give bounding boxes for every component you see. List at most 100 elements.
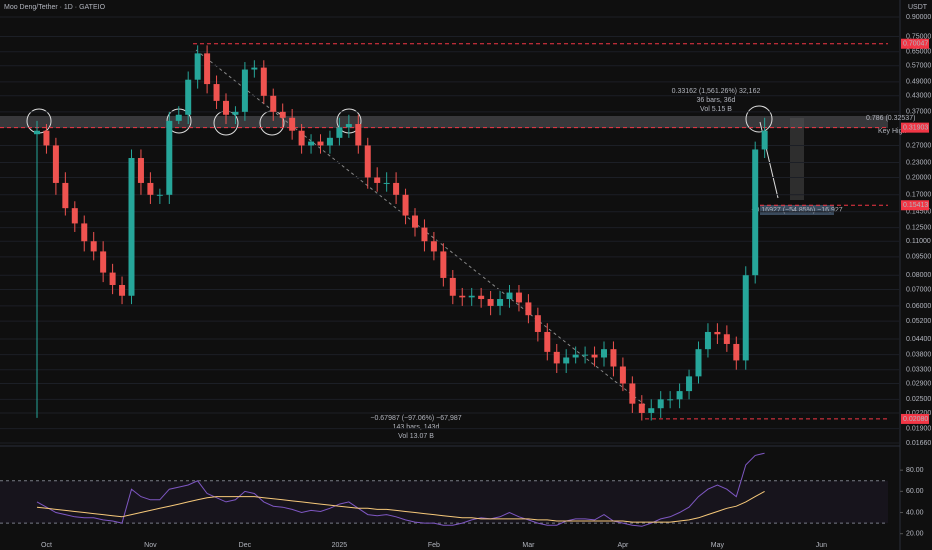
candle-body — [544, 331, 551, 352]
candle-body — [478, 295, 485, 300]
candle-body — [676, 391, 683, 400]
candle-body — [128, 158, 135, 296]
x-tick-label: Jun — [816, 542, 827, 549]
y-tick-label: 0.49000 — [906, 79, 931, 86]
rsi-line — [36, 452, 765, 527]
candle-body — [402, 194, 409, 216]
y-tick-label: 0.75000 — [906, 33, 931, 40]
candle-body — [81, 223, 88, 242]
currency: USDT — [908, 4, 928, 11]
candle-body — [279, 111, 286, 118]
y-tick-label: 0.01660 — [906, 440, 931, 447]
candle-body — [52, 145, 59, 183]
candle-body — [591, 354, 598, 358]
candle-body — [213, 84, 220, 101]
candle-body — [326, 137, 333, 146]
candle-body — [525, 302, 532, 316]
candle-body — [137, 158, 144, 183]
y-tick-label: 0.09500 — [906, 254, 931, 261]
candle-body — [761, 130, 768, 150]
candle-body — [714, 331, 721, 335]
y-tick-label: 0.03300 — [906, 367, 931, 374]
level-label: 0.02080 — [903, 416, 928, 423]
candle-body — [185, 79, 192, 115]
candle-body — [497, 299, 504, 306]
y-tick-label: 0.01900 — [906, 425, 931, 432]
candle-body — [175, 114, 182, 121]
annotation: Vol 13.07 B — [398, 433, 434, 440]
candle-body — [383, 182, 390, 184]
y-tick-label: 0.17000 — [906, 192, 931, 199]
candle-body — [156, 194, 163, 196]
y-tick-label: 0.11000 — [906, 238, 931, 245]
candle-body — [742, 275, 749, 361]
annotation: Vol 5.15 B — [700, 106, 732, 113]
y-tick-label: 0.90000 — [906, 14, 931, 21]
candle-body — [629, 383, 636, 404]
candle-body — [194, 53, 201, 80]
annotation: 143 bars, 143d — [393, 424, 440, 431]
x-tick-label: Oct — [41, 542, 52, 549]
symbol-title: Moo Deng/Tether · 1D · GATEIO — [4, 4, 106, 11]
candle-body — [119, 284, 126, 296]
candle-body — [572, 354, 579, 358]
fib-label: 0.786 (0.32537) — [866, 115, 915, 122]
candle-body — [336, 127, 343, 138]
annotation: −0.16927 (−54.85%) −16,927 — [751, 207, 842, 214]
candle-body — [582, 354, 589, 356]
candle-body — [440, 251, 447, 278]
candle-body — [289, 117, 296, 131]
candle-body — [166, 120, 173, 195]
level-tag — [901, 38, 929, 49]
candle-body — [506, 292, 513, 300]
candle-body — [723, 334, 730, 344]
annotation: 36 bars, 36d — [697, 97, 736, 104]
level-label: 0.15413 — [903, 202, 928, 209]
candle-body — [752, 149, 759, 276]
y-tick-label: 0.23000 — [906, 159, 931, 166]
y-tick-label: 0.43000 — [906, 93, 931, 100]
y-tick-label: 0.12500 — [906, 224, 931, 231]
candle-body — [43, 130, 50, 146]
candle-body — [449, 277, 456, 296]
candle-body — [695, 349, 702, 377]
candle-body — [563, 357, 570, 364]
y-tick-label: 0.37000 — [906, 109, 931, 116]
candle-body — [345, 124, 352, 128]
y-tick-label: 0.02900 — [906, 380, 931, 387]
y-tick-label: 0.02500 — [906, 396, 931, 403]
candle-body — [241, 69, 248, 112]
y-tick-label: 0.04400 — [906, 336, 931, 343]
candle-body — [270, 95, 277, 112]
annotation: −0.67987 (−97.06%) −67,987 — [370, 415, 461, 422]
candle-body — [459, 295, 466, 298]
candle-body — [430, 241, 437, 252]
candle-body — [204, 53, 211, 85]
candle-body — [355, 124, 362, 146]
y-tick-label: 0.05200 — [906, 318, 931, 325]
key-level-label: Key High — [878, 128, 907, 135]
candle-body — [487, 299, 494, 306]
swing-circle — [745, 105, 773, 133]
y-tick-label: 0.03800 — [906, 351, 931, 358]
x-tick-label: Dec — [239, 542, 252, 549]
level-tag — [901, 200, 929, 211]
candle-body — [317, 141, 324, 146]
y-tick-label: 80.00 — [906, 467, 924, 474]
resistance-zone — [0, 116, 888, 128]
candle-body — [223, 100, 229, 115]
x-tick-label: Mar — [522, 542, 535, 549]
y-tick-label: 60.00 — [906, 488, 924, 495]
candle-body — [468, 295, 475, 298]
candle-body — [34, 130, 40, 135]
candle-body — [393, 182, 400, 195]
y-tick-label: 0.57000 — [906, 63, 931, 70]
candle-body — [62, 182, 69, 209]
candle-body — [667, 399, 674, 401]
level-tag — [901, 413, 929, 424]
candle-body — [298, 130, 305, 146]
rsi-line — [36, 490, 765, 523]
y-tick-label: 40.00 — [906, 509, 924, 516]
band-fill — [0, 480, 888, 524]
